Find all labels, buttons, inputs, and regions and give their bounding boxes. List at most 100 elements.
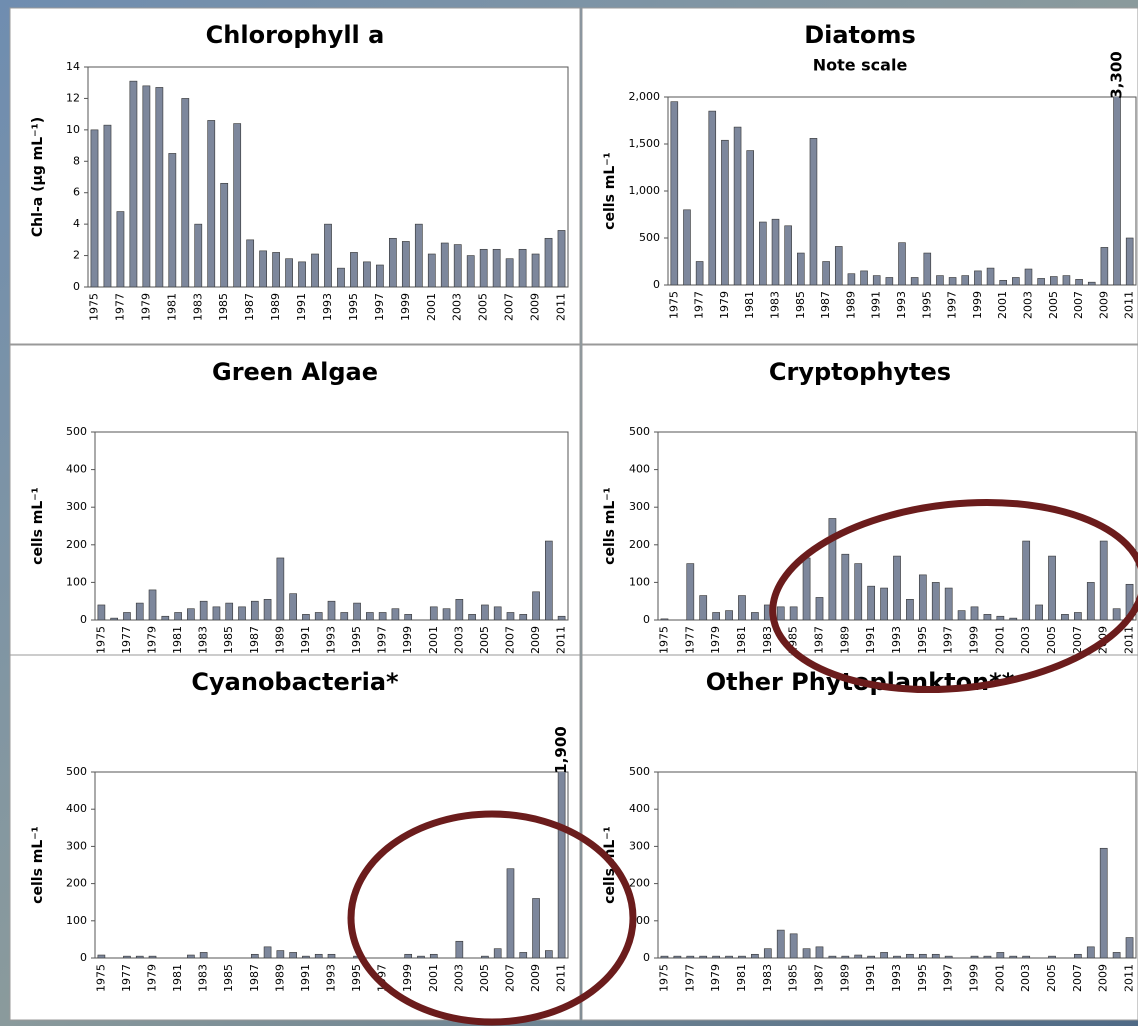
- bar: [910, 277, 919, 285]
- bar: [429, 606, 438, 620]
- x-tick-label: 2005: [477, 293, 490, 321]
- bar: [860, 270, 868, 285]
- bar: [751, 612, 759, 620]
- x-tick-label: 1997: [942, 964, 955, 992]
- bar: [493, 948, 502, 958]
- x-tick-label: 1989: [273, 626, 286, 654]
- bars: [660, 847, 1134, 958]
- x-tick-label: 1997: [946, 291, 959, 319]
- y-tick-label: 200: [629, 877, 650, 890]
- bar: [936, 275, 944, 285]
- bar: [492, 248, 501, 287]
- x-tick-label: 1995: [920, 291, 933, 319]
- bar: [1099, 540, 1108, 620]
- bar: [854, 563, 863, 620]
- x-tick-label: 2011: [1123, 964, 1136, 992]
- bar: [401, 241, 410, 287]
- bar: [285, 258, 293, 287]
- bar: [686, 955, 695, 958]
- x-tick-label: 1993: [325, 626, 338, 654]
- bar: [366, 612, 374, 620]
- x-tick-label: 1991: [864, 626, 877, 654]
- value-label: 1,900: [552, 726, 570, 773]
- bar: [466, 255, 475, 287]
- bar: [776, 606, 785, 620]
- bar: [660, 955, 669, 958]
- x-tick-label: 2009: [529, 293, 542, 321]
- x-tick-label: 2003: [451, 293, 464, 321]
- x-tick-label: 1989: [838, 626, 851, 654]
- bar: [841, 553, 850, 620]
- bar: [906, 599, 914, 620]
- bar: [931, 582, 940, 620]
- x-tick-label: 1983: [191, 293, 204, 321]
- bar: [983, 955, 992, 958]
- bar: [1061, 614, 1069, 620]
- bar: [1024, 268, 1033, 285]
- x-tick-label: 1987: [819, 291, 832, 319]
- y-tick-label: 200: [66, 877, 87, 890]
- bar: [544, 237, 553, 287]
- chart-panel: Other Phytoplankton**cells mL⁻¹010020030…: [581, 654, 1138, 1021]
- bar: [872, 275, 881, 285]
- y-tick-label: 200: [66, 538, 87, 551]
- bar: [1035, 604, 1043, 620]
- x-tick-label: 2001: [996, 291, 1009, 319]
- bar: [174, 612, 182, 620]
- y-tick-label: 500: [639, 231, 660, 244]
- bar: [660, 618, 669, 620]
- x-tick-label: 1977: [120, 626, 133, 654]
- x-tick-label: 1983: [761, 626, 774, 654]
- bar: [135, 955, 144, 958]
- bar: [455, 599, 464, 620]
- x-tick-label: 1989: [838, 964, 851, 992]
- y-tick-label: 8: [73, 154, 80, 167]
- bar: [557, 772, 566, 958]
- value-label: 3,300: [1108, 51, 1126, 98]
- x-tick-label: 1991: [864, 964, 877, 992]
- bar: [376, 264, 384, 287]
- bar: [194, 223, 203, 287]
- bar: [545, 540, 553, 620]
- y-tick-label: 10: [66, 123, 80, 136]
- y-axis-label: cells mL⁻¹: [602, 152, 618, 230]
- x-tick-label: 1995: [347, 293, 360, 321]
- x-tick-label: 1987: [248, 626, 261, 654]
- bar: [673, 955, 682, 958]
- x-tick-label: 1991: [299, 626, 312, 654]
- bar: [784, 225, 792, 285]
- x-tick-label: 1979: [718, 291, 731, 319]
- x-tick-label: 2001: [427, 964, 440, 992]
- x-tick-label: 1981: [743, 291, 756, 319]
- bar: [712, 955, 720, 958]
- x-tick-label: 1997: [373, 293, 386, 321]
- chart-panel: Green Algae cells mL⁻¹ 0 100 200 300 400 500 197…: [9, 344, 581, 656]
- x-tick-label: 2003: [452, 626, 465, 654]
- bar: [802, 557, 811, 620]
- bar: [1009, 955, 1018, 958]
- y-tick-label: 1,500: [629, 137, 661, 150]
- bar: [302, 614, 310, 620]
- bar: [1113, 97, 1121, 285]
- plot-area: [94, 431, 569, 621]
- x-tick-label: 1995: [916, 964, 929, 992]
- bar: [481, 604, 489, 620]
- bar: [90, 129, 99, 287]
- bar: [721, 139, 729, 285]
- x-tick-label: 1987: [243, 293, 256, 321]
- x-tick-label: 1991: [295, 293, 308, 321]
- x-tick-label: 1997: [376, 626, 389, 654]
- x-tick-label: 1977: [113, 293, 126, 321]
- x-tick-label: 1995: [350, 626, 363, 654]
- bar: [699, 955, 708, 958]
- bar: [708, 110, 717, 285]
- bar: [847, 273, 856, 285]
- y-tick-label: 2,000: [629, 90, 661, 103]
- x-tick-label: 2003: [452, 964, 465, 992]
- bar: [789, 933, 798, 958]
- bar: [797, 252, 805, 285]
- bar: [302, 955, 310, 958]
- bar: [123, 955, 131, 958]
- y-axis-label: Chl-a (µg mL⁻¹): [30, 117, 46, 237]
